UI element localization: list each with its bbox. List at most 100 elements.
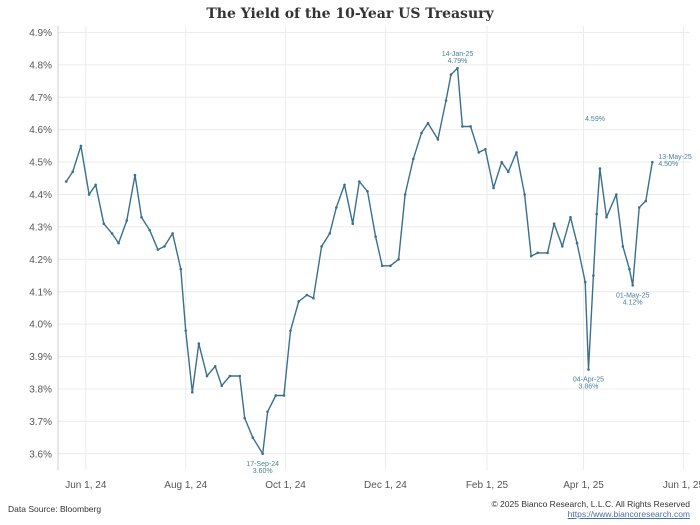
y-tick-label: 4.4%: [29, 190, 52, 201]
data-point: [389, 264, 392, 268]
data-point: [651, 160, 654, 164]
data-point: [587, 368, 590, 371]
data-point: [117, 241, 120, 245]
data-point: [87, 193, 91, 196]
data-point: [529, 254, 533, 258]
data-point: [546, 251, 549, 255]
data-point: [228, 374, 232, 378]
data-point: [320, 245, 323, 248]
x-tick-label: Oct 1, 24: [265, 480, 306, 491]
data-point: [605, 215, 608, 219]
annotation-value: 4.50%: [658, 161, 678, 168]
data-point: [592, 274, 595, 277]
data-point: [261, 452, 264, 456]
data-point: [140, 215, 143, 219]
data-point: [469, 125, 472, 128]
y-tick-label: 4.1%: [29, 287, 52, 298]
y-tick-label: 4.9%: [29, 28, 52, 39]
annotation-date: 01-May-25: [616, 292, 650, 299]
data-point: [374, 235, 377, 238]
data-point: [380, 264, 384, 268]
data-point: [205, 374, 209, 378]
data-point: [523, 193, 526, 196]
data-point: [575, 241, 579, 245]
data-point: [251, 436, 255, 439]
copyright-note: © 2025 Bianco Research, L.L.C. All Right…: [491, 499, 690, 509]
data-point: [598, 167, 602, 170]
x-tick-label: Dec 1, 24: [364, 480, 407, 491]
data-point: [595, 212, 598, 216]
data-point: [71, 170, 75, 174]
data-point: [366, 189, 369, 193]
data-point: [335, 206, 338, 209]
data-point: [110, 232, 114, 235]
data-point: [449, 73, 453, 76]
data-point: [644, 199, 648, 203]
data-point: [615, 193, 618, 196]
annotation-value: 3.60%: [253, 468, 273, 475]
data-point: [477, 151, 481, 154]
data-point: [621, 245, 625, 248]
website-link[interactable]: https://www.biancoresearch.com: [567, 509, 690, 519]
data-point: [420, 131, 423, 135]
data-point: [184, 329, 188, 332]
data-point: [274, 394, 278, 397]
data-point: [351, 222, 355, 225]
data-point: [148, 228, 151, 232]
data-point: [220, 384, 224, 388]
data-point: [411, 157, 415, 161]
data-point: [357, 180, 361, 183]
data-point: [197, 342, 201, 345]
x-tick-label: Aug 1, 24: [164, 480, 207, 491]
data-point: [79, 144, 83, 148]
y-tick-label: 4.3%: [29, 222, 52, 233]
data-point: [484, 147, 487, 151]
data-point: [461, 125, 464, 128]
data-point: [456, 66, 459, 70]
data-point: [403, 193, 407, 196]
data-point: [444, 99, 448, 102]
data-point: [243, 416, 246, 420]
data-point: [266, 410, 269, 413]
annotation-date: 4.59%: [585, 116, 605, 123]
data-point: [238, 374, 242, 378]
data-point: [64, 180, 68, 183]
data-point: [583, 280, 587, 284]
data-point: [343, 183, 346, 187]
y-tick-label: 3.9%: [29, 352, 52, 363]
y-tick-label: 3.8%: [29, 384, 52, 395]
data-point: [397, 258, 400, 261]
y-tick-label: 4.2%: [29, 255, 52, 266]
annotation-date: 04-Apr-25: [573, 377, 604, 384]
data-point: [631, 283, 634, 287]
data-point: [282, 394, 286, 397]
y-tick-label: 4.5%: [29, 158, 52, 169]
data-point: [569, 215, 572, 219]
data-point: [506, 170, 510, 174]
data-point: [125, 219, 129, 222]
data-point: [179, 267, 183, 271]
annotation-date: 14-Jan-25: [442, 51, 474, 58]
data-point: [133, 173, 137, 177]
x-tick-label: Feb 1, 25: [466, 480, 509, 491]
data-point: [552, 222, 556, 225]
x-tick-label: Apr 1, 25: [563, 480, 604, 491]
data-source-note: Data Source: Bloomberg: [8, 504, 102, 514]
annotation-value: 4.79%: [448, 58, 468, 65]
data-point: [536, 251, 540, 255]
data-point: [156, 248, 160, 251]
data-point: [515, 151, 518, 154]
x-tick-label: Jun 1, 24: [65, 480, 107, 491]
y-tick-label: 4.0%: [29, 320, 52, 331]
data-point: [190, 390, 194, 394]
yield-line: [65, 67, 653, 455]
data-point: [628, 267, 631, 271]
data-point: [163, 245, 166, 248]
y-tick-label: 4.7%: [29, 93, 52, 104]
data-point: [328, 232, 332, 235]
chart-title: The Yield of the 10-Year US Treasury: [206, 6, 494, 22]
data-point: [171, 232, 174, 235]
annotation-date: 17-Sep-24: [246, 461, 279, 468]
data-point: [637, 206, 641, 209]
